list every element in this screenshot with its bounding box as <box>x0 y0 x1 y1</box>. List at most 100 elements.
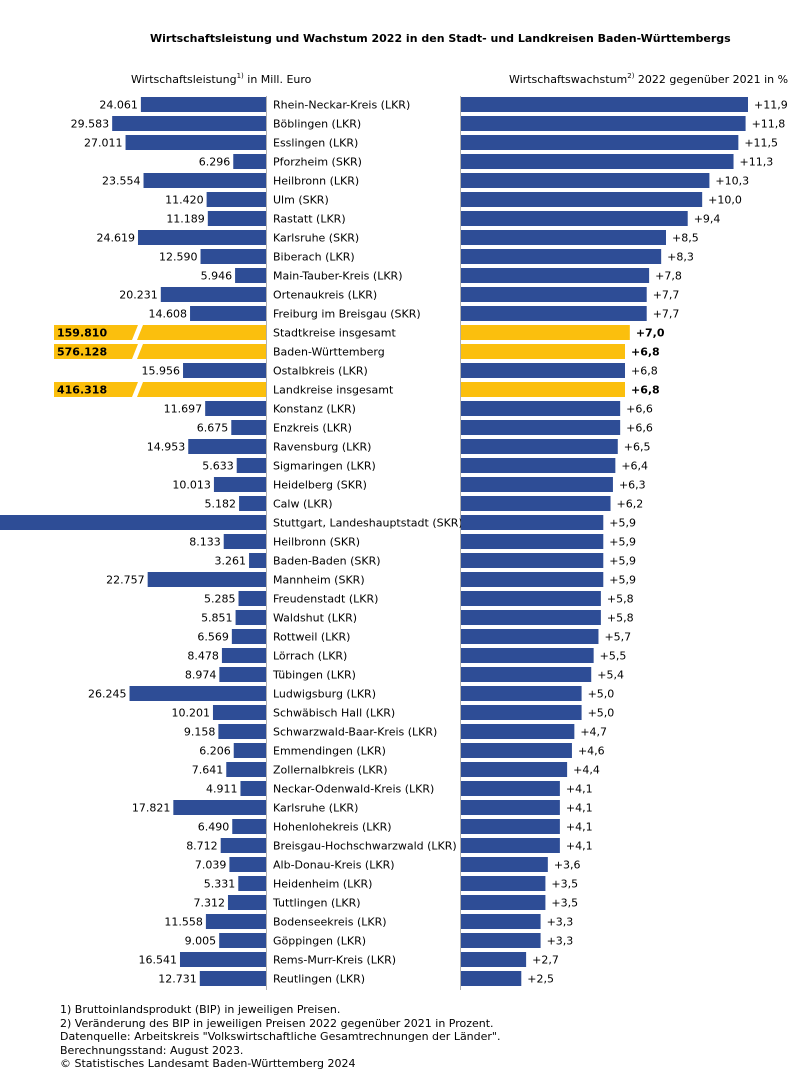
category-label: Reutlingen (LKR) <box>273 973 365 986</box>
left-value-label: 6.296 <box>199 156 231 169</box>
category-label: Tuttlingen (LKR) <box>272 897 361 910</box>
right-value-label: +4,1 <box>566 840 593 853</box>
left-bar <box>221 648 266 663</box>
category-label: Baden-Baden (SKR) <box>273 555 381 568</box>
right-value-label: +6,8 <box>631 365 658 378</box>
right-value-label: +11,5 <box>744 137 778 150</box>
category-label: Lörrach (LKR) <box>273 650 347 663</box>
data-source: Datenquelle: Arbeitskreis "Volkswirtscha… <box>60 1030 501 1044</box>
right-value-label: +7,8 <box>655 270 682 283</box>
left-bar <box>160 287 266 302</box>
right-value-label: +6,6 <box>626 403 653 416</box>
right-bar <box>461 173 710 188</box>
category-label: Bodenseekreis (LKR) <box>273 916 387 929</box>
right-bar <box>461 705 582 720</box>
category-label: Rems-Murr-Kreis (LKR) <box>273 954 396 967</box>
right-bar <box>461 838 560 853</box>
left-bar <box>205 914 266 929</box>
left-value-label: 7.312 <box>193 897 225 910</box>
left-bar <box>219 933 266 948</box>
left-value-label: 9.005 <box>185 935 217 948</box>
category-label: Sigmaringen (LKR) <box>273 460 376 473</box>
right-value-label: +2,5 <box>527 973 554 986</box>
left-bar <box>223 534 266 549</box>
left-bar <box>229 857 266 872</box>
right-bar <box>461 477 613 492</box>
right-bar <box>461 648 594 663</box>
left-bar <box>206 192 266 207</box>
footnote-1: 1) Bruttoinlandsprodukt (BIP) in jeweili… <box>60 1003 341 1016</box>
right-bar <box>461 211 688 226</box>
left-value-label: 416.318 <box>57 384 107 397</box>
left-value-label: 12.731 <box>158 973 197 986</box>
category-label: Schwarzwald-Baar-Kreis (LKR) <box>273 726 437 739</box>
right-bar <box>461 800 560 815</box>
left-value-label: 22.757 <box>106 574 145 587</box>
left-value-label: 6.569 <box>197 631 229 644</box>
right-value-label: +3,3 <box>547 935 574 948</box>
left-bar <box>112 116 267 131</box>
right-value-label: +6,8 <box>631 384 660 397</box>
category-label: Esslingen (LKR) <box>273 137 358 150</box>
right-bar <box>461 819 560 834</box>
left-value-label: 6.206 <box>199 745 231 758</box>
left-bar <box>190 306 266 321</box>
right-bar <box>461 116 746 131</box>
left-value-label: 10.013 <box>172 479 211 492</box>
right-bar <box>461 268 650 283</box>
category-label: Tübingen (LKR) <box>272 669 356 682</box>
left-bar <box>219 667 266 682</box>
left-value-label: 14.608 <box>149 308 188 321</box>
right-value-label: +5,0 <box>588 707 615 720</box>
category-label: Konstanz (LKR) <box>273 403 356 416</box>
axis-break-mark <box>132 344 143 359</box>
right-value-label: +4,7 <box>580 726 607 739</box>
chart-svg: 24.061 Rhein-Neckar-Kreis (LKR) +11,9 29.58… <box>0 96 788 990</box>
left-value-label: 8.478 <box>187 650 219 663</box>
right-bar <box>461 781 560 796</box>
left-bar <box>233 743 266 758</box>
left-bar <box>231 629 266 644</box>
category-label: Freudenstadt (LKR) <box>273 593 378 606</box>
right-value-label: +6,8 <box>631 346 660 359</box>
right-bar <box>461 192 703 207</box>
right-value-label: +8,5 <box>672 232 699 245</box>
right-value-label: +3,5 <box>551 878 578 891</box>
left-value-label: 8.712 <box>186 840 218 853</box>
left-bar <box>0 515 267 530</box>
left-value-label: 11.189 <box>166 213 205 226</box>
right-bar <box>461 629 599 644</box>
left-value-label: 29.583 <box>71 118 110 131</box>
right-value-label: +5,9 <box>609 555 636 568</box>
category-label: Mannheim (SKR) <box>273 574 365 587</box>
right-value-label: +6,2 <box>617 498 644 511</box>
left-value-label: 6.675 <box>197 422 229 435</box>
left-bar-broken <box>54 382 266 397</box>
category-label: Landkreise insgesamt <box>273 384 394 397</box>
category-label: Alb-Donau-Kreis (LKR) <box>273 859 395 872</box>
category-label: Göppingen (LKR) <box>273 935 366 948</box>
left-bar <box>231 420 266 435</box>
category-label: Hohenlohekreis (LKR) <box>273 821 392 834</box>
left-value-label: 5.331 <box>204 878 236 891</box>
category-label: Heidelberg (SKR) <box>273 479 367 492</box>
category-label: Freiburg im Breisgau (SKR) <box>273 308 421 321</box>
right-value-label: +11,9 <box>754 99 788 112</box>
right-bar <box>461 610 601 625</box>
left-value-label: 5.633 <box>202 460 234 473</box>
left-bar <box>140 97 266 112</box>
left-bar <box>226 762 266 777</box>
category-label: Pforzheim (SKR) <box>273 156 362 169</box>
category-label: Zollernalbkreis (LKR) <box>273 764 388 777</box>
right-value-label: +7,7 <box>653 289 680 302</box>
left-value-label: 14.953 <box>147 441 186 454</box>
left-value-label: 5.851 <box>201 612 233 625</box>
right-value-label: +9,4 <box>694 213 721 226</box>
left-axis-label: Wirtschaftsleistung1) in Mill. Euro <box>131 72 312 86</box>
right-bar <box>461 344 625 359</box>
right-value-label: +6,5 <box>624 441 651 454</box>
right-bar <box>461 857 548 872</box>
left-bar <box>205 401 266 416</box>
right-value-label: +4,1 <box>566 802 593 815</box>
right-value-label: +6,4 <box>621 460 648 473</box>
